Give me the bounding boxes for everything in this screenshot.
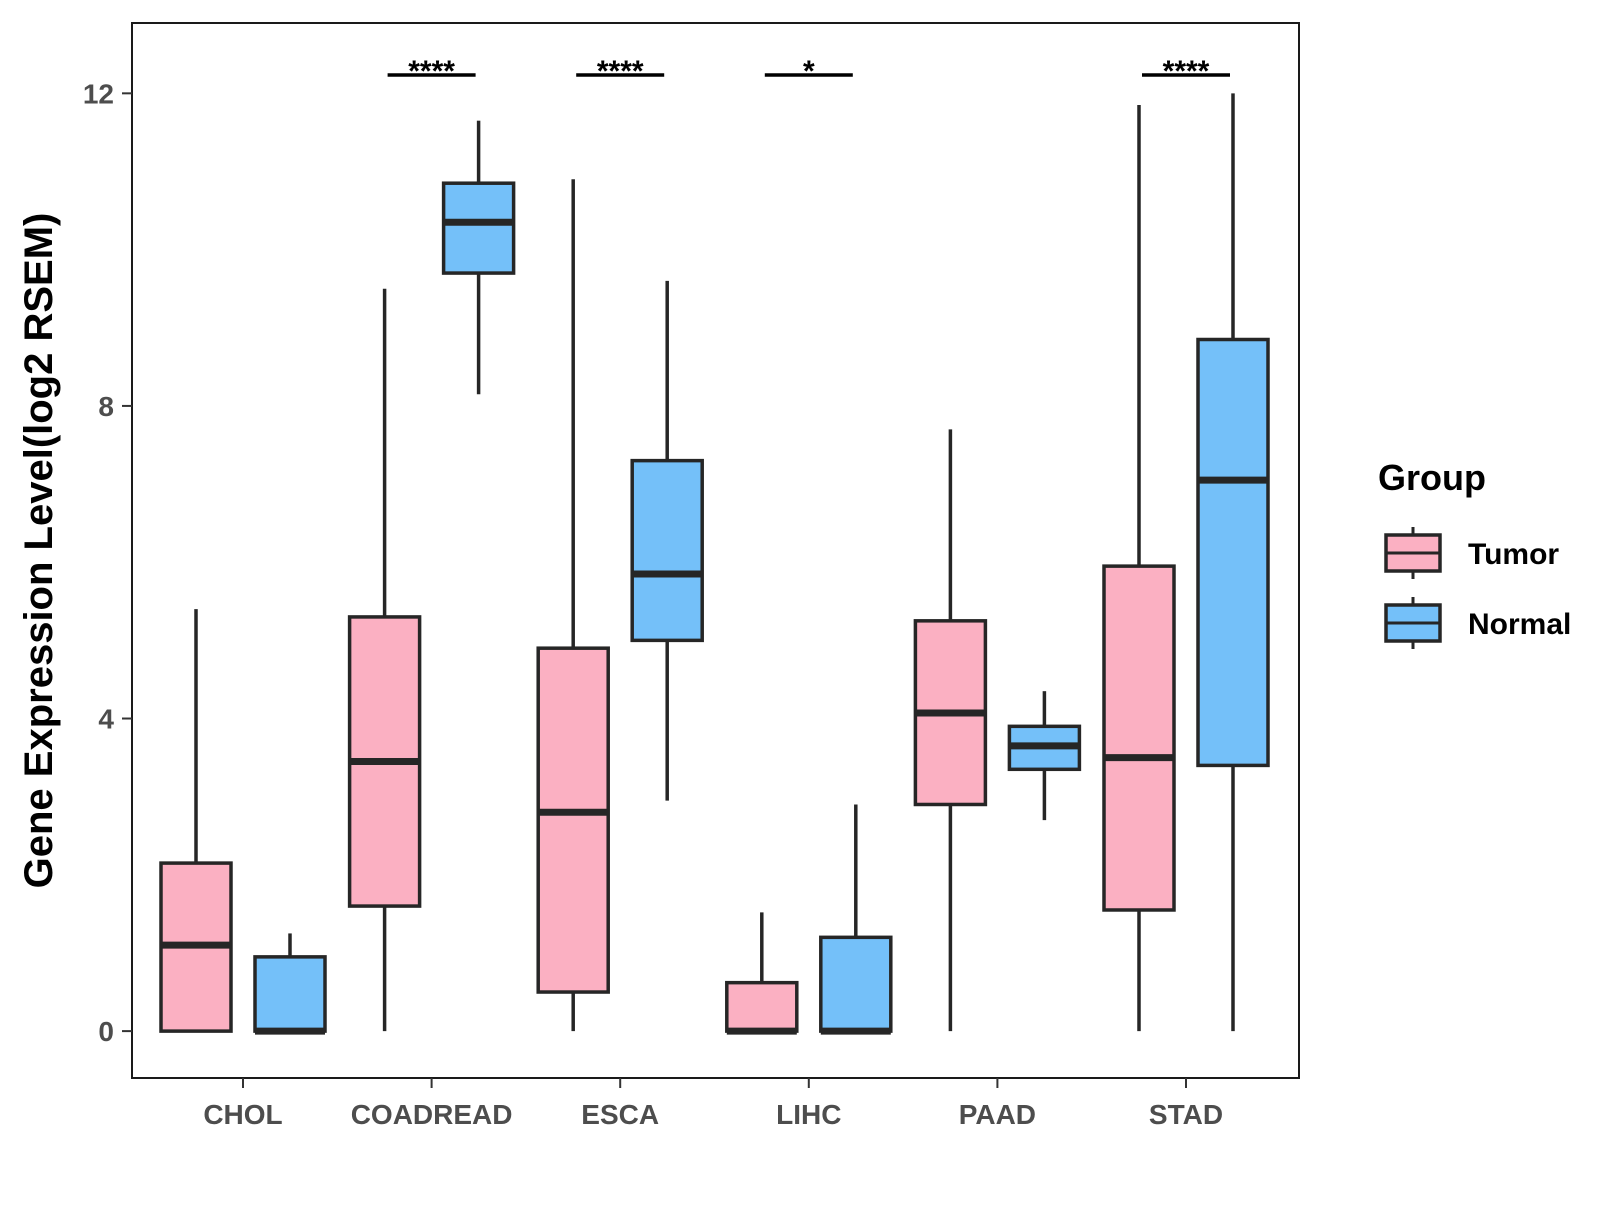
y-tick-label: 0 — [98, 1016, 114, 1047]
legend-label-normal: Normal — [1468, 608, 1571, 641]
y-tick-label: 8 — [98, 391, 114, 422]
legend-title: Group — [1378, 457, 1486, 498]
normal-stad-box — [1196, 337, 1270, 768]
y-tick-label: 4 — [98, 704, 114, 735]
normal-esca-box — [630, 458, 704, 643]
x-tick-label: STAD — [1149, 1099, 1223, 1130]
significance-label: * — [803, 55, 815, 88]
tumor-esca-box — [536, 646, 610, 994]
tumor-lihc-box — [725, 980, 799, 1033]
plot-panel-border — [131, 22, 1300, 1079]
significance-label: **** — [1163, 55, 1210, 88]
significance-label: **** — [597, 55, 644, 88]
y-tick-label: 12 — [83, 78, 114, 109]
normal-chol-box — [253, 955, 327, 1033]
x-tick-label: LIHC — [776, 1099, 841, 1130]
x-tick-label: CHOL — [203, 1099, 282, 1130]
significance-label: **** — [408, 55, 455, 88]
tumor-stad-box — [1102, 564, 1176, 912]
y-axis-title: Gene Expression Level(log2 RSEM) — [17, 213, 61, 889]
normal-coadread-box — [441, 181, 516, 275]
x-tick-label: COADREAD — [351, 1099, 513, 1130]
legend-label-tumor: Tumor — [1468, 538, 1559, 571]
x-tick-label: PAAD — [959, 1099, 1036, 1130]
normal-lihc-box — [819, 935, 893, 1033]
x-tick-label: ESCA — [581, 1099, 659, 1130]
